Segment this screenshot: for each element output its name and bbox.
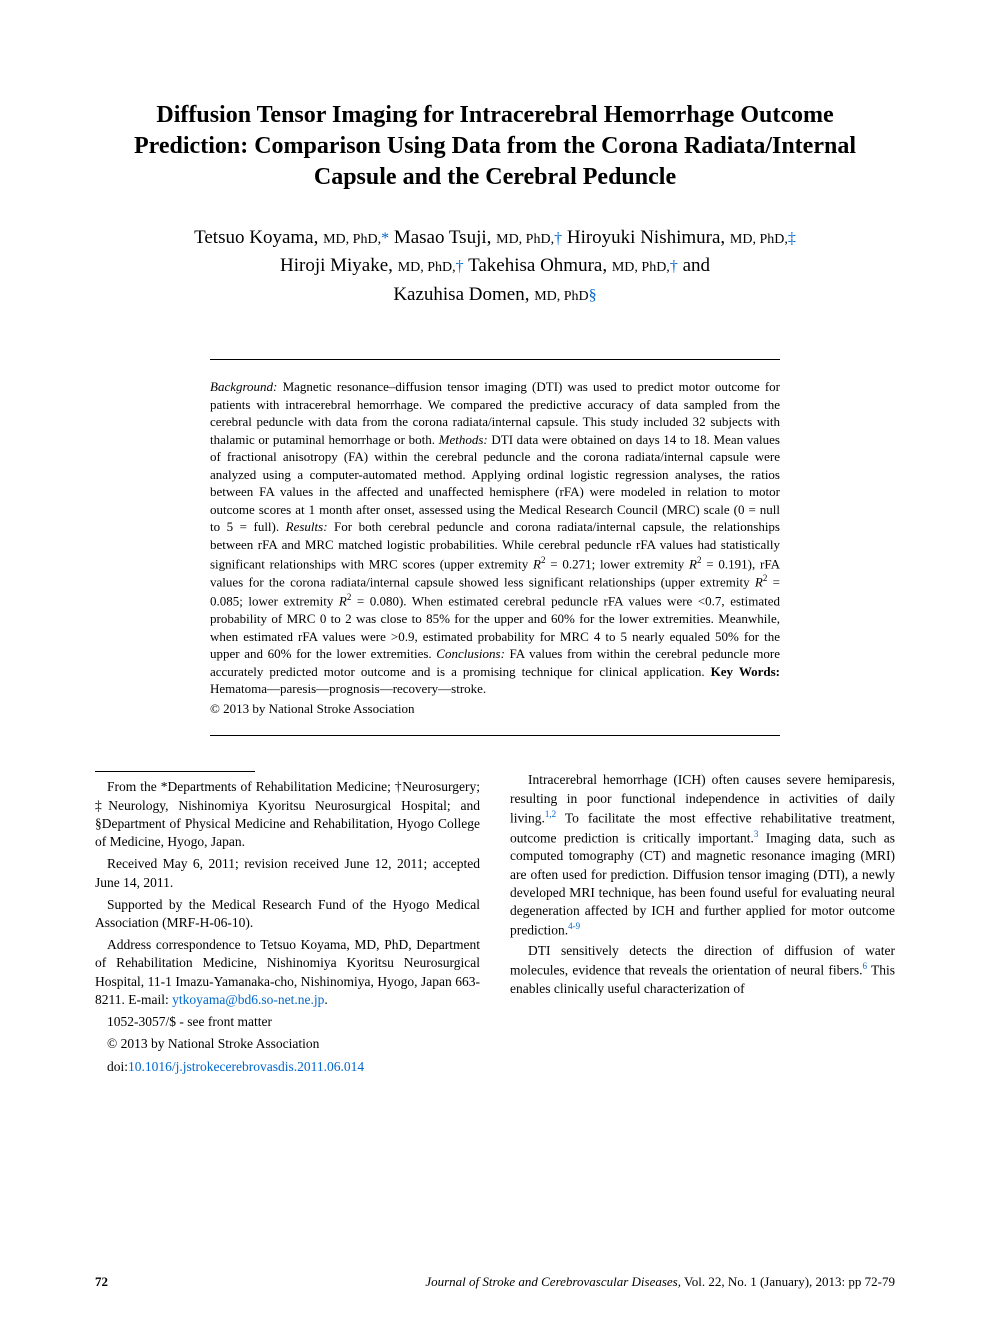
author-affiliation-mark: † (554, 230, 562, 247)
r-squared: R (533, 556, 541, 571)
journal-name: Journal of Stroke and Cerebrovascular Di… (425, 1274, 681, 1289)
body-column: Intracerebral hemorrhage (ICH) often cau… (510, 771, 895, 1079)
abstract-methods-label: Methods: (439, 432, 488, 447)
body-text-span: DTI sensitively detects the direction of… (510, 943, 895, 978)
author-name: Hiroyuki Nishimura, (567, 227, 725, 248)
author-degree: MD, PhD, (496, 232, 554, 247)
r-squared: R (339, 594, 347, 609)
footnote-doi: doi:10.1016/j.jstrokecerebrovasdis.2011.… (95, 1058, 480, 1076)
keywords-text: Hematoma—paresis—prognosis—recovery—stro… (210, 681, 486, 696)
author-degree: MD, PhD, (612, 260, 670, 275)
author-affiliation-mark: † (456, 258, 464, 275)
journal-volume: Vol. 22, No. 1 (January), 2013: pp 72-79 (681, 1274, 895, 1289)
abstract-results-label: Results: (286, 519, 328, 534)
author-name: Hiroji Miyake, (280, 255, 393, 276)
correspondence-email-link[interactable]: ytkoyama@bd6.so-net.ne.jp (172, 992, 324, 1007)
correspondence-post: . (324, 992, 327, 1007)
abstract-text: Background: Magnetic resonance–diffusion… (210, 378, 780, 717)
abstract-copyright: © 2013 by National Stroke Association (210, 700, 780, 718)
r-squared: R (689, 556, 697, 571)
keywords-label: Key Words: (711, 664, 780, 679)
doi-prefix: doi: (107, 1059, 128, 1074)
footnote-supported: Supported by the Medical Research Fund o… (95, 896, 480, 932)
journal-info: Journal of Stroke and Cerebrovascular Di… (425, 1274, 895, 1290)
page-number: 72 (95, 1274, 108, 1290)
two-column-layout: From the *Departments of Rehabilitation … (95, 771, 895, 1079)
author-degree: MD, PhD, (730, 232, 788, 247)
author-degree: MD, PhD (534, 289, 588, 304)
r-squared: R (755, 575, 763, 590)
abstract-container: Background: Magnetic resonance–diffusion… (210, 359, 780, 736)
footnote-rule (95, 771, 255, 772)
author-affiliation-mark: * (381, 230, 389, 247)
footnote-affiliations: From the *Departments of Rehabilitation … (95, 778, 480, 851)
page-footer: 72 Journal of Stroke and Cerebrovascular… (95, 1274, 895, 1290)
article-title: Diffusion Tensor Imaging for Intracerebr… (95, 100, 895, 194)
abstract-results-text: = 0.271; lower extremity (546, 556, 690, 571)
authors-block: Tetsuo Koyama, MD, PhD,* Masao Tsuji, MD… (95, 224, 895, 310)
footnote-issn: 1052-3057/$ - see front matter (95, 1013, 480, 1031)
author-degree: MD, PhD, (323, 232, 381, 247)
footnote-received: Received May 6, 2011; revision received … (95, 855, 480, 891)
author-degree: MD, PhD, (398, 260, 456, 275)
citation-ref[interactable]: 4-9 (568, 921, 580, 931)
footnotes-column: From the *Departments of Rehabilitation … (95, 771, 480, 1079)
author-and: and (683, 255, 710, 276)
author-name: Kazuhisa Domen, (393, 284, 529, 305)
author-name: Takehisa Ohmura, (468, 255, 607, 276)
doi-link[interactable]: 10.1016/j.jstrokecerebrovasdis.2011.06.0… (128, 1059, 364, 1074)
author-affiliation-mark: † (670, 258, 678, 275)
footnote-correspondence: Address correspondence to Tetsuo Koyama,… (95, 936, 480, 1009)
body-paragraph: Intracerebral hemorrhage (ICH) often cau… (510, 771, 895, 939)
abstract-background-label: Background: (210, 379, 277, 394)
author-affiliation-mark: ‡ (788, 230, 796, 247)
citation-ref[interactable]: 1,2 (545, 809, 556, 819)
author-name: Masao Tsuji, (394, 227, 492, 248)
body-paragraph: DTI sensitively detects the direction of… (510, 942, 895, 998)
abstract-conclusions-label: Conclusions: (436, 646, 505, 661)
author-name: Tetsuo Koyama, (194, 227, 318, 248)
footnote-copyright: © 2013 by National Stroke Association (95, 1035, 480, 1053)
author-affiliation-mark: § (589, 287, 597, 304)
